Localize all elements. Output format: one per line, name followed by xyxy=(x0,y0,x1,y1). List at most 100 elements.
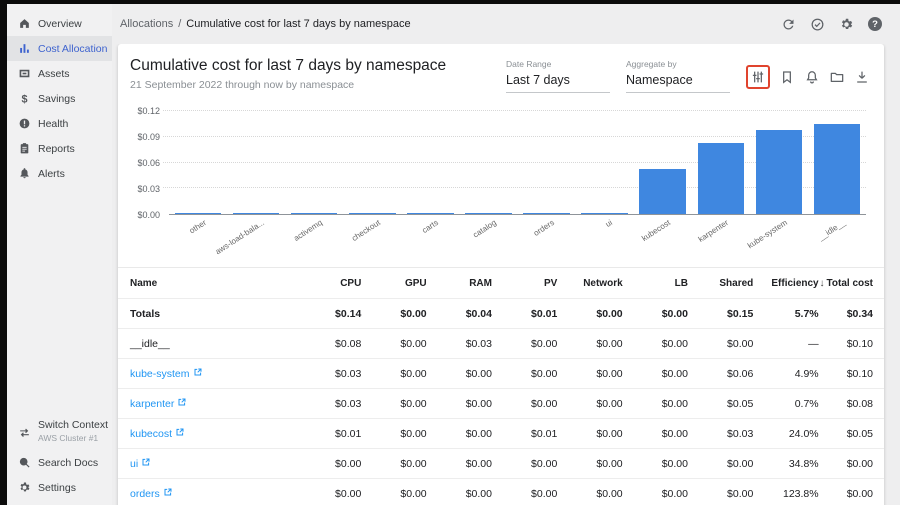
sidebar-item-search-docs[interactable]: Search Docs xyxy=(7,450,112,475)
dollar-icon: $ xyxy=(21,93,27,105)
sidebar-item-health[interactable]: Health xyxy=(7,111,112,136)
cell-value: 24.0% xyxy=(753,418,819,449)
cell-value: $0.15 xyxy=(687,298,754,329)
check-circle-icon[interactable] xyxy=(810,17,825,32)
sidebar-item-savings[interactable]: $ Savings xyxy=(7,86,112,111)
external-link-icon[interactable] xyxy=(178,398,186,406)
cell-value: $0.08 xyxy=(296,328,362,359)
sidebar-item-cost-allocation[interactable]: Cost Allocation xyxy=(7,36,112,61)
namespace-link[interactable]: kube-system xyxy=(130,367,190,380)
bookmark-icon[interactable] xyxy=(779,69,795,85)
row-name: kube-system xyxy=(118,358,296,389)
column-header-pv[interactable]: PV xyxy=(543,278,558,289)
sidebar-item-settings[interactable]: Settings xyxy=(7,475,112,500)
namespace-link[interactable]: Totals xyxy=(130,307,161,320)
bar-ui[interactable] xyxy=(581,212,628,214)
sort-descending-icon: ↓ xyxy=(819,278,825,289)
external-link-icon[interactable] xyxy=(142,458,150,466)
table-row[interactable]: karpenter $0.03 $0.00 $0.00 $0.00 $0.00 $0.00… xyxy=(118,388,884,419)
sidebar-item-assets[interactable]: Assets xyxy=(7,61,112,86)
download-icon[interactable] xyxy=(854,69,870,85)
cell-value: $0.00 xyxy=(491,478,558,505)
cell-value: 123.8% xyxy=(753,478,819,505)
external-link-icon[interactable] xyxy=(164,488,172,496)
aggregate-by-select[interactable]: Aggregate by Namespace xyxy=(626,59,730,93)
aggregate-by-value[interactable]: Namespace xyxy=(626,73,730,93)
sidebar-item-reports[interactable]: Reports xyxy=(7,136,112,161)
bar-karpenter[interactable] xyxy=(697,142,744,214)
window-frame-left xyxy=(0,0,7,505)
table-row[interactable]: orders $0.00 $0.00 $0.00 $0.00 $0.00 $0.00 $0.… xyxy=(118,478,884,505)
breadcrumb-allocations[interactable]: Allocations xyxy=(120,18,174,30)
column-header-total-cost[interactable]: ↓ Total cost xyxy=(819,278,873,289)
cell-value: $0.00 xyxy=(622,478,688,505)
cell-value: — xyxy=(753,328,819,359)
bell-icon[interactable] xyxy=(804,69,820,85)
x-axis-tick-label: carts xyxy=(420,218,440,235)
external-link-icon[interactable] xyxy=(176,428,184,436)
cell-value: $0.00 xyxy=(557,328,623,359)
bar-checkout[interactable] xyxy=(349,213,396,214)
help-icon[interactable]: ? xyxy=(868,17,882,31)
cell-value: $0.04 xyxy=(426,298,492,329)
cell-value: 0.7% xyxy=(753,388,819,419)
namespace-link[interactable]: orders xyxy=(130,487,160,500)
x-axis-tick-label: karpenter xyxy=(697,218,731,244)
folder-icon[interactable] xyxy=(829,69,845,85)
bar-kubecost[interactable] xyxy=(639,169,686,214)
bar-kube-system[interactable] xyxy=(755,129,803,214)
switch-context-icon xyxy=(20,428,29,437)
column-header-ram[interactable]: RAM xyxy=(469,278,492,289)
table-row[interactable]: __idle__ $0.08 $0.00 $0.03 $0.00 $0.00 $0.00 $… xyxy=(118,328,884,359)
column-header-cpu[interactable]: CPU xyxy=(340,278,362,289)
table-row[interactable]: Totals $0.14 $0.00 $0.04 $0.01 $0.00 $0.00 $0.… xyxy=(118,298,884,329)
column-header-name[interactable]: Name xyxy=(130,278,158,289)
tune-icon[interactable] xyxy=(746,65,770,89)
column-header-lb[interactable]: LB xyxy=(674,278,688,289)
cell-value: $0.00 xyxy=(818,478,884,505)
bar-other[interactable] xyxy=(174,213,222,214)
sidebar-item-overview[interactable]: Overview xyxy=(7,11,112,36)
aggregate-by-label: Aggregate by xyxy=(626,59,677,69)
gear-icon[interactable] xyxy=(839,17,854,32)
namespace-link[interactable]: karpenter xyxy=(130,397,175,410)
column-header-shared[interactable]: Shared xyxy=(719,278,754,289)
external-link-icon[interactable] xyxy=(194,368,202,376)
bar-__idle__[interactable] xyxy=(813,123,861,214)
sidebar-item-alerts[interactable]: Alerts xyxy=(7,161,112,186)
x-axis-tick-label: catalog xyxy=(471,218,498,240)
bar-catalog[interactable] xyxy=(465,212,512,214)
topbar-icons: ? xyxy=(781,17,900,32)
sidebar-item-switch-context[interactable]: Switch Context AWS Cluster #1 xyxy=(7,414,112,450)
namespace-link[interactable]: __idle__ xyxy=(130,337,170,350)
sidebar-item-label: Overview xyxy=(38,17,82,30)
bar-carts[interactable] xyxy=(407,212,454,214)
date-range-value[interactable]: Last 7 days xyxy=(506,73,610,93)
x-axis-tick-label: __idle__ xyxy=(816,218,847,243)
date-range-label: Date Range xyxy=(506,59,552,69)
report-card: Cumulative cost for last 7 days by names… xyxy=(118,44,884,505)
table-row[interactable]: kubecost $0.01 $0.00 $0.00 $0.01 $0.00 $0.00 $… xyxy=(118,418,884,449)
sidebar-item-label: Search Docs xyxy=(38,456,99,469)
bar-activemq[interactable] xyxy=(290,213,338,214)
table-row[interactable]: kube-system $0.03 $0.00 $0.00 $0.00 $0.00 $0.… xyxy=(118,358,884,389)
sidebar-footer: Switch Context AWS Cluster #1 Search Doc… xyxy=(7,414,112,500)
table-row[interactable]: ui $0.00 $0.00 $0.00 $0.00 $0.00 $0.00 $0.00 34… xyxy=(118,448,884,479)
bar-orders[interactable] xyxy=(523,212,570,214)
bar-aws-load-bala...[interactable] xyxy=(232,213,280,214)
refresh-icon[interactable] xyxy=(781,17,796,32)
cell-value: $0.00 xyxy=(361,298,427,329)
cell-value: $0.00 xyxy=(361,448,427,479)
date-range-select[interactable]: Date Range Last 7 days xyxy=(506,59,610,93)
column-header-gpu[interactable]: GPU xyxy=(404,278,427,289)
namespace-link[interactable]: ui xyxy=(130,457,139,470)
column-header-efficiency[interactable]: Efficiency xyxy=(771,278,819,289)
namespace-link[interactable]: kubecost xyxy=(130,427,173,440)
cell-value: $0.34 xyxy=(818,298,884,329)
gridline xyxy=(163,187,866,189)
gridline xyxy=(163,110,866,111)
cell-value: $0.00 xyxy=(491,448,558,479)
column-header-network[interactable]: Network xyxy=(583,278,623,289)
y-axis-tick-label: $0.12 xyxy=(137,106,160,116)
cell-value: $0.00 xyxy=(491,388,558,419)
